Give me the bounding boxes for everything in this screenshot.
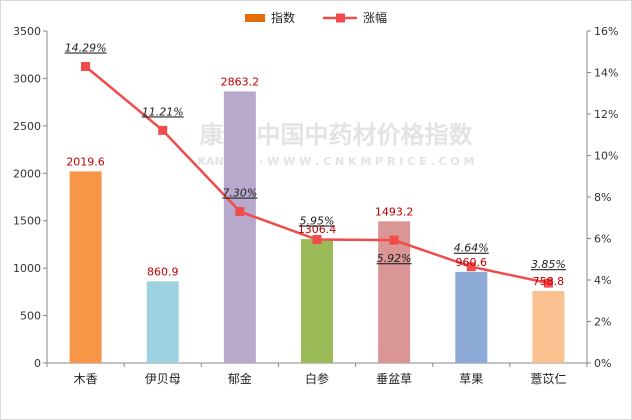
- y-left-tick-label: 3000: [13, 72, 41, 85]
- bar: [532, 291, 565, 363]
- y-right-tick-label: 12%: [594, 108, 618, 121]
- line-series: [81, 61, 553, 288]
- bar: [455, 271, 488, 363]
- y-right-tick-label: 10%: [594, 150, 618, 163]
- bars: [69, 91, 565, 363]
- bar-value-label: 1306.4: [298, 223, 337, 236]
- y-left-tick-label: 3500: [13, 25, 41, 38]
- x-category-label: 郁金: [228, 371, 252, 386]
- legend-label-line: 涨幅: [363, 10, 387, 25]
- legend-label-bar: 指数: [271, 10, 295, 25]
- bar-value-label: 2019.6: [66, 155, 105, 168]
- y-left-tick-label: 1500: [13, 215, 41, 228]
- legend-swatch-bar: [245, 14, 265, 22]
- line-marker: [389, 235, 399, 245]
- line-marker: [158, 125, 168, 135]
- line-marker: [466, 262, 476, 272]
- bar: [69, 171, 102, 363]
- line-marker: [543, 278, 553, 288]
- bar: [146, 281, 179, 363]
- y-left-tick-label: 0: [34, 357, 41, 370]
- x-category-label: 薏苡仁: [530, 372, 566, 386]
- y-right-tick-label: 14%: [594, 67, 618, 80]
- y-right-tick-label: 16%: [594, 25, 618, 38]
- watermark-line2: KANGMEI · W W W . C N K M P R I C E . C …: [197, 155, 474, 168]
- pct-value-label: 11.21%: [142, 105, 184, 118]
- x-category-label: 木香: [74, 372, 98, 386]
- bar-value-label: 758.8: [533, 275, 565, 288]
- bar-value-label: 1493.2: [375, 205, 414, 218]
- pct-value-label: 7.30%: [222, 187, 257, 200]
- legend: 指数 涨幅: [245, 10, 387, 25]
- bar: [301, 239, 333, 363]
- bar: [223, 91, 256, 363]
- line-marker: [312, 235, 322, 245]
- y-left-tick-label: 500: [20, 310, 41, 323]
- y-right-tick-label: 4%: [594, 274, 611, 287]
- y-right-tick-label: 8%: [594, 191, 611, 204]
- pct-value-label: 4.64%: [454, 242, 489, 255]
- pct-value-label: 5.92%: [377, 252, 412, 265]
- bar-value-label: 860.9: [147, 265, 179, 278]
- pct-value-label: 5.95%: [300, 215, 335, 228]
- data-labels: 2019.6 860.9 2863.2 1306.4 1493.2 960.6 758.8 1…: [65, 41, 566, 288]
- y-left-tick-label: 1000: [13, 262, 41, 275]
- bar-value-label: 960.6: [456, 256, 488, 269]
- legend-swatch-marker: [336, 13, 345, 23]
- bar-value-label: 2863.2: [221, 75, 260, 88]
- y-right-tick-label: 0%: [594, 357, 611, 370]
- axes: 0 500 1000 1500 2000 2500 3000 3500 0% 2% 4% 6% 8% 10…: [13, 25, 618, 386]
- y-right-tick-label: 2%: [594, 316, 611, 329]
- x-category-label: 草果: [459, 372, 483, 386]
- line-marker: [235, 207, 245, 217]
- y-left-tick-label: 2000: [13, 167, 41, 180]
- y-left-tick-label: 2500: [13, 120, 41, 133]
- x-category-label: 垂盆草: [376, 372, 412, 386]
- x-category-label: 白参: [305, 371, 329, 386]
- x-category-label: 伊贝母: [145, 372, 181, 386]
- pct-value-label: 3.85%: [531, 258, 566, 271]
- line-marker: [81, 61, 91, 71]
- pct-value-label: 14.29%: [65, 41, 107, 54]
- y-right-tick-label: 6%: [594, 233, 611, 246]
